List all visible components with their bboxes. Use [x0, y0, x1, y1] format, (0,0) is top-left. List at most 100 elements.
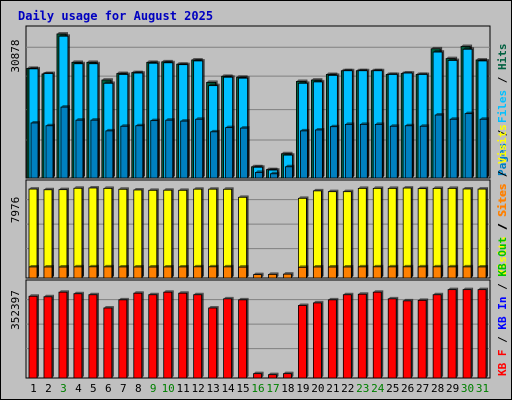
bar-kb-kb-f-day-1-top: [29, 294, 39, 297]
bar-kb-kb-f-day-4: [73, 291, 84, 379]
bar-visits-sites-visits-day-29-side: [456, 186, 459, 278]
bar-visits-sites-sites-day-16: [253, 272, 264, 279]
bar-hits-files-pages-pages-day-6-side: [112, 128, 115, 178]
bar-visits-sites-sites-day-30: [462, 264, 474, 279]
bar-visits-sites-sites-day-30-top: [463, 264, 474, 267]
bar-kb-kb-f-day-26: [402, 298, 414, 379]
bar-visits-sites-sites-day-22-top: [343, 264, 354, 267]
bar-kb-kb-f-day-2-side: [51, 294, 54, 378]
bar-visits-sites-sites-day-5: [88, 264, 99, 279]
x-tick-label-day-23: 23: [356, 382, 369, 395]
bar-hits-files-pages-pages-day-29: [449, 117, 460, 179]
x-tick-label-day-8: 8: [135, 382, 142, 395]
bar-hits-files-pages-pages-day-11: [180, 119, 190, 179]
bar-hits-files-pages-files-day-25-top: [388, 72, 400, 75]
bar-visits-sites-sites-day-8-top: [133, 264, 144, 267]
bar-kb-kb-f-day-25: [387, 296, 399, 379]
bar-visits-sites-sites-day-18-top: [283, 272, 294, 275]
bar-kb-kb-f-day-30-side: [471, 287, 474, 378]
bar-hits-files-pages-pages-day-18: [285, 164, 295, 179]
bar-visits-sites-sites-day-1-front: [28, 266, 38, 279]
bar-hits-files-pages-hits-day-28-top: [431, 46, 443, 49]
bar-visits-sites-sites-day-20: [312, 264, 324, 279]
bar-hits-files-pages-pages-day-30-front: [464, 113, 473, 179]
bar-visits-sites-sites-day-26-top: [403, 264, 414, 267]
bar-visits-sites-visits-day-22: [342, 189, 354, 279]
bar-visits-sites-visits-day-26-front: [402, 187, 412, 279]
bar-hits-files-pages-pages-day-22-top: [345, 122, 355, 125]
bar-visits-sites-visits-day-7-front: [118, 188, 128, 279]
bar-hits-files-pages-pages-day-1: [30, 120, 40, 179]
bar-visits-sites-sites-day-23: [357, 264, 369, 279]
bar-hits-files-pages-pages-day-28-side: [442, 113, 445, 178]
bar-kb-kb-f-day-18-front: [283, 373, 292, 379]
bar-visits-sites-visits-day-24-side: [381, 186, 384, 278]
bar-hits-files-pages-pages-day-14: [225, 125, 235, 179]
bar-kb-kb-f-day-17: [268, 372, 279, 379]
bar-visits-sites-sites-day-16-top: [253, 272, 264, 275]
bar-hits-files-pages-pages-day-23-side: [367, 122, 370, 178]
bar-visits-sites-sites-day-27-side: [426, 264, 429, 278]
bar-visits-sites-sites-day-9-front: [148, 266, 158, 279]
bar-visits-sites-visits-day-7-side: [126, 187, 129, 278]
bar-visits-sites-sites-day-28-top: [433, 264, 444, 267]
bar-visits-sites-visits-day-12-top: [193, 187, 204, 190]
bar-hits-files-pages-pages-day-12-side: [202, 117, 205, 178]
legend-separator: /: [496, 164, 509, 184]
bar-visits-sites-visits-day-8-front: [133, 189, 143, 279]
bar-visits-sites-sites-day-15-side: [246, 265, 249, 278]
bar-visits-sites-sites-day-30-side: [471, 264, 474, 278]
legend-separator: /: [496, 123, 509, 143]
bar-hits-files-pages-pages-day-21-side: [337, 124, 340, 178]
bar-visits-sites-sites-day-9: [148, 265, 159, 279]
bar-kb-kb-f-day-6-top: [103, 306, 114, 309]
bar-visits-sites-sites-day-31-front: [477, 266, 487, 279]
bar-kb-kb-f-day-18-side: [291, 371, 294, 378]
bar-hits-files-pages-pages-day-7-front: [120, 125, 129, 179]
bar-hits-files-pages-pages-day-15: [240, 126, 250, 179]
bar-hits-files-pages-pages-day-9-top: [150, 118, 160, 121]
bar-hits-files-pages-pages-day-30-top: [465, 111, 475, 114]
bar-hits-files-pages-pages-day-27-top: [420, 124, 430, 127]
bar-kb-kb-f-day-5-side: [96, 292, 99, 378]
bar-hits-files-pages-pages-day-10: [165, 118, 175, 179]
bar-kb-kb-f-day-13-side: [216, 306, 219, 378]
bar-hits-files-pages-pages-day-16-top: [255, 170, 265, 173]
bar-visits-sites-visits-day-25-side: [396, 186, 399, 278]
bar-visits-sites-sites-day-5-front: [88, 266, 98, 279]
bar-kb-kb-f-day-17-front: [268, 374, 277, 379]
x-tick-label-day-10: 10: [162, 382, 175, 395]
bar-visits-sites-visits-day-19-top: [298, 196, 309, 199]
bar-hits-files-pages-pages-day-16-side: [262, 170, 265, 178]
bar-hits-files-pages-hits-day-30-top: [461, 44, 473, 47]
bar-hits-files-pages-pages-day-6: [105, 128, 115, 179]
bar-visits-sites-visits-day-27-top: [418, 186, 429, 189]
bar-hits-files-pages-pages-day-5-top: [90, 118, 100, 121]
bar-kb-kb-f-day-21-front: [327, 299, 337, 379]
bar-hits-files-pages-pages-day-15-top: [240, 126, 250, 129]
bar-visits-sites-visits-day-23-top: [358, 186, 369, 189]
bar-kb-kb-f-day-3-top: [58, 290, 69, 293]
bar-visits-sites-sites-day-17: [268, 272, 279, 279]
bar-visits-sites-sites-day-10-side: [171, 264, 174, 278]
bar-kb-kb-f-day-6-front: [103, 307, 113, 379]
bar-visits-sites-visits-day-4-front: [73, 187, 83, 279]
bar-kb-kb-f-day-7-front: [118, 299, 128, 379]
x-tick-label-day-21: 21: [326, 382, 339, 395]
bar-hits-files-pages-pages-day-3-top: [60, 105, 70, 108]
bar-visits-sites-sites-day-31-top: [478, 264, 489, 267]
bar-hits-files-pages-pages-day-10-side: [172, 118, 175, 178]
bar-visits-sites-visits-day-4: [73, 186, 84, 279]
bar-visits-sites-sites-day-7-top: [118, 264, 129, 267]
x-tick-label-day-31: 31: [476, 382, 489, 395]
bar-visits-sites-visits-day-25-top: [388, 186, 399, 189]
bar-kb-kb-f-day-13: [208, 306, 219, 379]
bar-visits-sites-sites-day-22-front: [342, 266, 352, 279]
bar-hits-files-pages-pages-day-18-top: [285, 164, 295, 167]
bar-visits-sites-sites-day-13-front: [208, 266, 218, 279]
bar-visits-sites-visits-day-9-front: [148, 189, 158, 279]
bar-hits-files-pages-hits-day-29-top: [446, 56, 458, 59]
bar-kb-kb-f-day-20: [312, 300, 324, 379]
bar-visits-sites-sites-day-4: [73, 264, 84, 279]
bar-visits-sites-sites-day-15: [238, 265, 249, 279]
